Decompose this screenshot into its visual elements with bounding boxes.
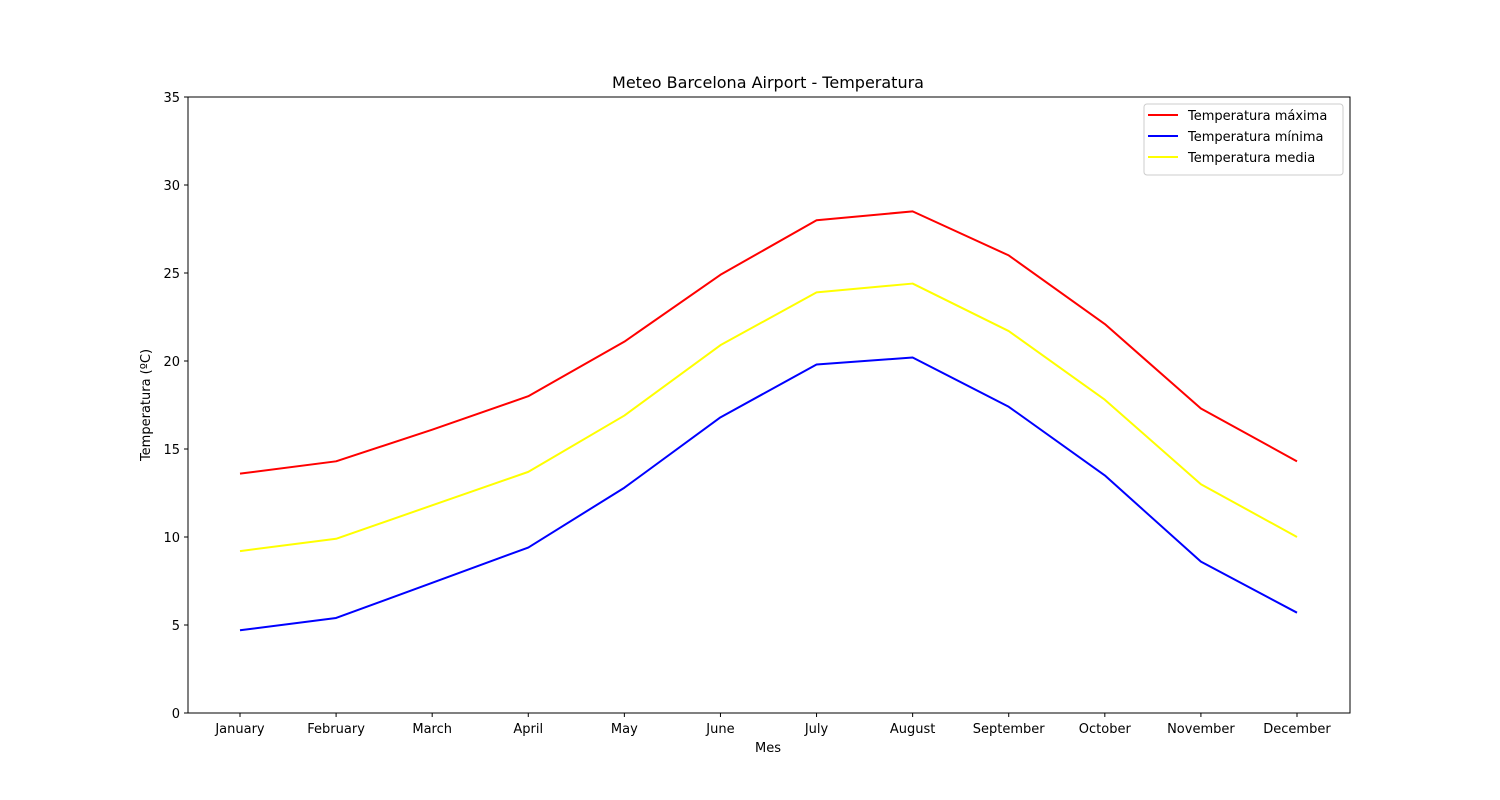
x-tick-label: January — [214, 722, 265, 737]
x-tick-label: April — [513, 722, 543, 737]
x-tick-label: August — [890, 722, 936, 737]
y-tick-label: 35 — [163, 91, 180, 106]
series-line-0 — [239, 210, 1298, 475]
legend-box — [1143, 103, 1344, 176]
y-tick-label: 0 — [172, 707, 180, 722]
plot-area — [239, 210, 1298, 632]
y-tick-label: 25 — [163, 267, 180, 282]
x-tick-label: December — [1263, 722, 1331, 737]
x-tick-label: November — [1167, 722, 1235, 737]
y-tick-label: 15 — [163, 443, 180, 458]
y-axis: 0 5 10 15 20 25 30 35 — [163, 91, 188, 722]
plot-frame — [187, 96, 1351, 714]
y-tick-label: 30 — [163, 179, 180, 194]
x-tick-label: June — [705, 722, 734, 737]
legend: Temperatura máxima Temperatura mínima Temp… — [1143, 103, 1344, 176]
y-tick-label: 20 — [163, 355, 180, 370]
chart-title: Meteo Barcelona Airport - Temperatura — [612, 73, 924, 92]
x-tick-label: September — [973, 722, 1046, 737]
legend-label: Temperatura mínima — [1187, 130, 1324, 145]
x-axis-label: Mes — [755, 741, 781, 756]
y-tick-label: 5 — [172, 619, 180, 634]
series-line-1 — [239, 356, 1298, 632]
x-tick-label: October — [1079, 722, 1132, 737]
x-axis: January February March April May June July Augu… — [214, 713, 1331, 737]
legend-label: Temperatura máxima — [1187, 109, 1327, 124]
x-tick-label: February — [307, 722, 365, 737]
x-tick-label: July — [804, 722, 829, 737]
y-tick-label: 10 — [163, 531, 180, 546]
series-line-2 — [239, 282, 1298, 553]
y-axis-label: Temperatura (ºC) — [139, 349, 154, 462]
x-tick-label: May — [611, 722, 638, 737]
x-tick-label: March — [412, 722, 452, 737]
legend-label: Temperatura media — [1187, 151, 1315, 166]
